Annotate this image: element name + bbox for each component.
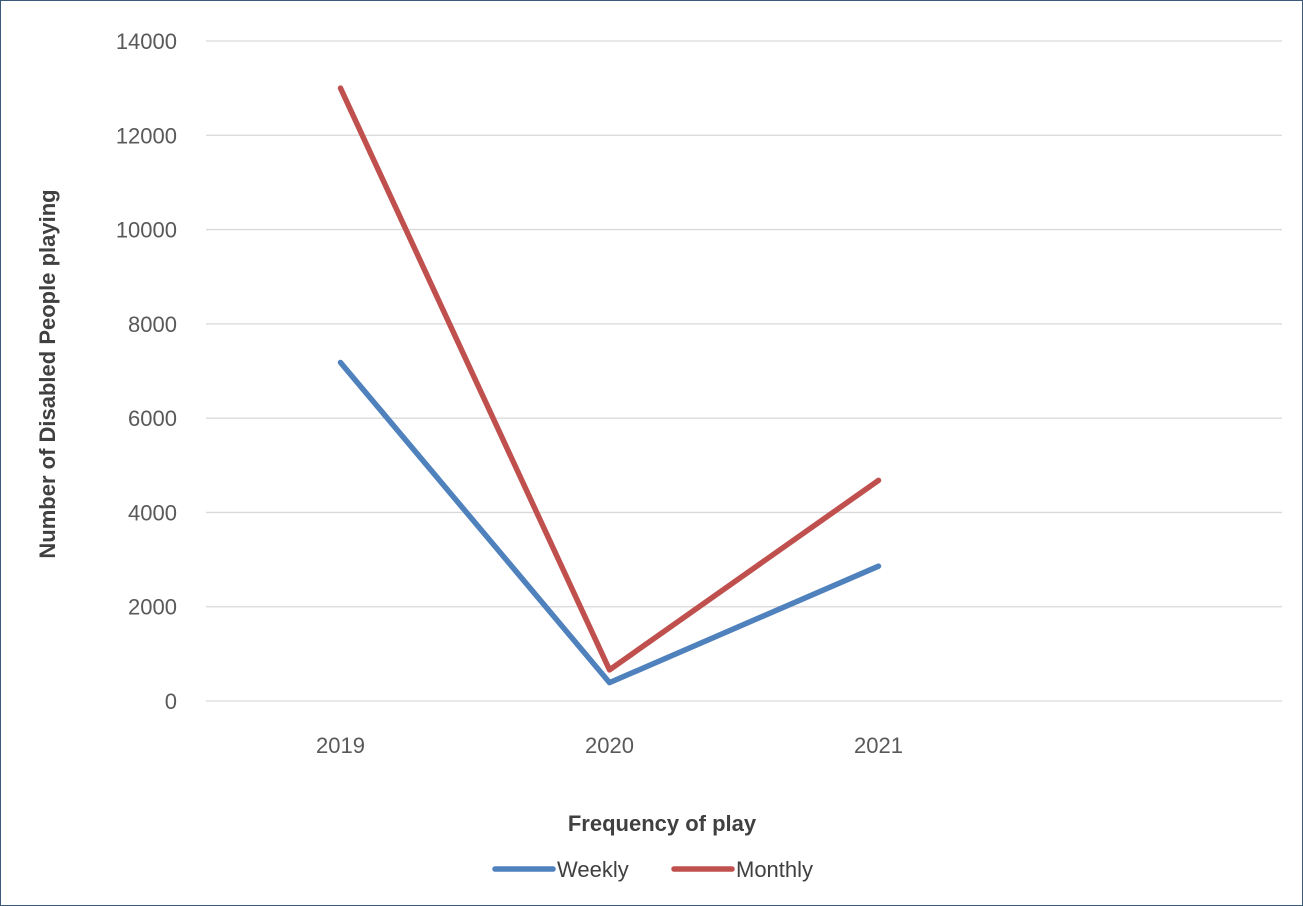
x-tick-labels: 2019 2020 2021: [316, 733, 903, 758]
series-line-monthly: [337, 85, 882, 673]
y-tick-label: 0: [165, 689, 177, 714]
series-line-weekly: [337, 359, 882, 686]
y-tick-label: 4000: [128, 500, 177, 525]
x-tick-label: 2021: [854, 733, 903, 758]
legend-label-weekly: Weekly: [557, 857, 629, 882]
y-tick-label: 6000: [128, 406, 177, 431]
x-tick-label: 2020: [585, 733, 634, 758]
y-tick-label: 8000: [128, 312, 177, 337]
legend-label-monthly: Monthly: [736, 857, 813, 882]
y-tick-label: 12000: [116, 123, 177, 148]
x-tick-label: 2019: [316, 733, 365, 758]
y-tick-label: 14000: [116, 29, 177, 54]
legend: Weekly Monthly: [492, 857, 813, 882]
y-tick-label: 2000: [128, 595, 177, 620]
series-lines: [337, 85, 882, 686]
y-axis-title: Number of Disabled People playing: [35, 189, 60, 558]
x-axis-title: Frequency of play: [568, 811, 757, 836]
y-tick-labels: 0 2000 4000 6000 8000 10000 12000 14000: [116, 29, 177, 714]
y-tick-label: 10000: [116, 218, 177, 243]
